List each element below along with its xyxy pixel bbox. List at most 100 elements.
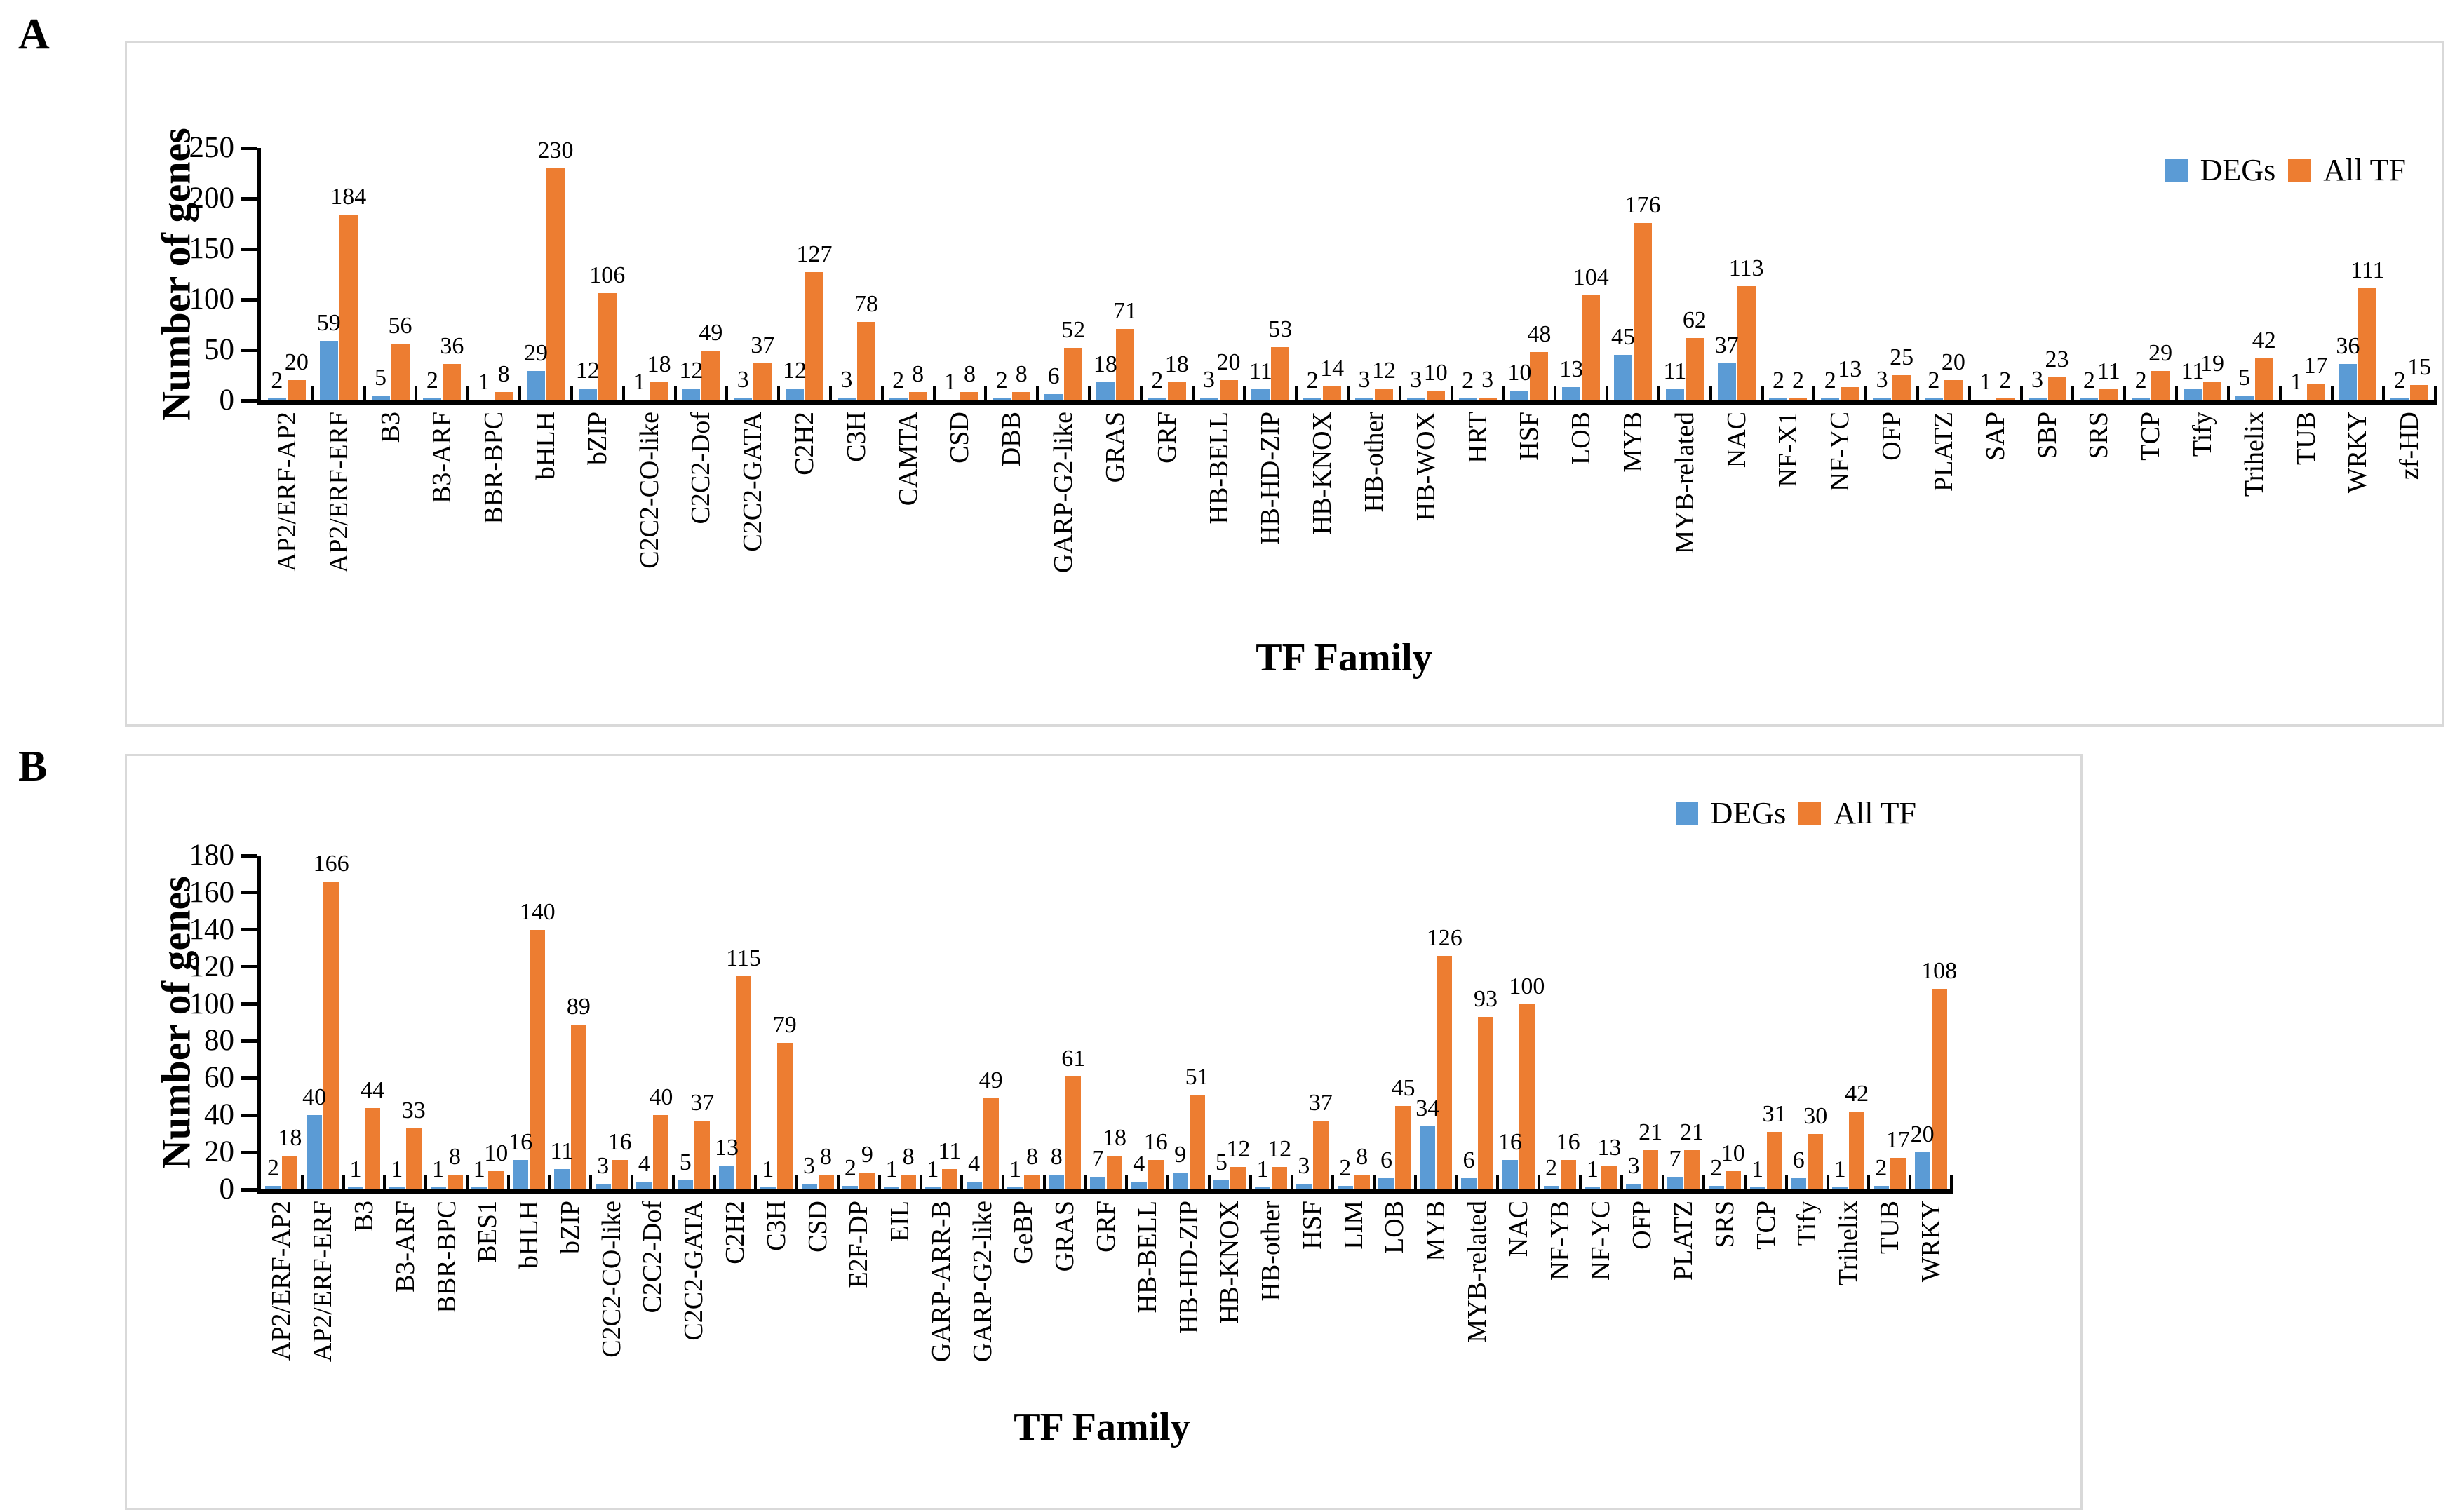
bar-group: 5 12 HB-KNOX [1209,856,1252,1323]
value-label-alltf: 8 [820,1143,833,1170]
bar-group: 1 8 BBR-BPC [426,856,469,1314]
bar-alltf [1374,388,1393,400]
bar-degs [837,397,856,400]
value-label-degs: 2 [426,367,438,394]
bar-degs [1406,397,1425,400]
y-tick-label: 100 [189,987,235,1020]
value-label-degs: 12 [783,357,807,384]
bar-alltf [941,1168,957,1189]
value-label-degs: 2 [2393,367,2406,394]
bar-group: 13 104 LOB [1555,148,1609,465]
bar-group: 3 25 OFP [1866,148,1919,461]
x-tick-mark [1657,386,1660,405]
value-label-alltf: 108 [1921,958,1958,985]
category-label: GARP-G2-like [967,1201,997,1363]
value-label-alltf: 62 [1682,306,1707,333]
x-tick-mark [1661,1175,1664,1194]
bar-alltf [2099,389,2118,400]
category-label: WRKY [2343,412,2373,494]
bar-group: 45 176 MYB [1607,148,1661,473]
x-tick-mark [363,386,366,405]
bar-group: 2 20 PLATZ [1918,148,1971,492]
x-tick-mark [1620,1175,1623,1194]
bar-degs [526,371,545,400]
value-label-degs: 2 [1824,367,1836,394]
bar-group: 1 8 EIL [880,856,922,1242]
x-tick-mark [424,1175,428,1194]
x-tick-mark [1036,386,1040,405]
value-label-alltf: 2 [1999,367,2012,394]
x-tick-mark [880,386,884,405]
bar-group: 1 11 GARP-ARR-B [921,856,964,1362]
value-label-alltf: 71 [1112,297,1137,324]
value-label-alltf: 17 [2303,352,2328,379]
bar-group: 2 13 NF-YC [1814,148,1868,492]
plot-area: 0 50 100 150 200 250 2 20 AP2/ERF-AP2 59 184 AP2/ER… [189,133,2437,573]
bar-group: 4 16 HB-BELL [1126,856,1170,1313]
bar-degs [1044,394,1063,400]
bar-group: 2 2 NF-X1 [1763,148,1816,487]
x-tick-mark [1347,386,1350,405]
bar-alltf [983,1098,999,1189]
value-label-degs: 10 [1507,359,1532,386]
x-tick-mark [466,386,470,405]
x-tick-mark [1709,386,1712,405]
value-label-degs: 3 [1298,1153,1310,1180]
legend-swatch-degs [2165,158,2188,182]
bar-group: 9 51 HB-HD-ZIP [1168,856,1211,1334]
category-label: zf-HD [2395,412,2425,480]
value-label-alltf: 100 [1509,973,1545,999]
bar-alltf [1683,1150,1700,1189]
bar-alltf [1766,1132,1782,1189]
legend: DEGs All TF [2165,152,2406,188]
value-label-degs: 1 [1256,1156,1269,1183]
bar-group: 1 8 BBR-BPC [468,148,522,525]
x-tick-mark [1455,1175,1458,1194]
bar-alltf [2254,358,2273,400]
bar-group: 1 8 CSD [934,148,988,464]
category-label: HB-other [1256,1201,1286,1302]
bar-alltf [1148,1159,1164,1189]
category-label: C2C2-CO-like [596,1201,626,1358]
bar-group: 2 14 HB-KNOX [1296,148,1350,534]
y-tick-mark [241,1076,257,1080]
bar-degs [1172,1173,1188,1189]
x-tick-mark [1413,1175,1417,1194]
bar-degs [801,1184,817,1189]
value-label-alltf: 29 [2148,340,2173,367]
value-label-alltf: 2 [1791,367,1804,394]
category-label: TUB [2291,412,2321,465]
bar-alltf [1065,1076,1082,1189]
bar-alltf [818,1174,834,1189]
x-tick-mark [1702,1175,1706,1194]
value-label-alltf: 10 [1423,359,1448,386]
x-tick-mark [589,1175,593,1194]
category-label: AP2/ERF-AP2 [271,412,302,572]
value-label-alltf: 13 [1838,356,1862,383]
x-tick-mark [2175,386,2179,405]
bar-group: 6 30 Tify [1787,856,1829,1246]
bar-degs [1791,1178,1807,1189]
y-tick-label: 160 [189,875,235,909]
value-label-alltf: 126 [1426,924,1462,951]
category-label: NAC [1503,1201,1533,1257]
bar-group: 3 12 HB-other [1348,148,1401,513]
bar-group: 1 13 NF-YC [1580,856,1623,1281]
bar-degs [1749,1187,1765,1189]
value-label-alltf: 127 [796,241,833,268]
bar-alltf [2047,377,2066,400]
bar-degs [1131,1182,1147,1189]
bar-alltf [447,1174,463,1189]
value-label-degs: 6 [1380,1147,1392,1174]
bar-alltf [1115,328,1134,400]
bar-group: 29 230 bHLH [520,138,574,480]
value-label-alltf: 49 [699,320,723,346]
value-label-degs: 1 [432,1156,445,1183]
value-label-alltf: 36 [440,333,464,360]
bar-degs [1769,398,1788,400]
y-tick-mark [241,853,257,858]
legend-label-alltf: All TF [2323,153,2406,187]
value-label-alltf: 42 [2252,327,2276,353]
value-label-alltf: 8 [1015,361,1028,388]
bar-alltf [1634,222,1653,400]
